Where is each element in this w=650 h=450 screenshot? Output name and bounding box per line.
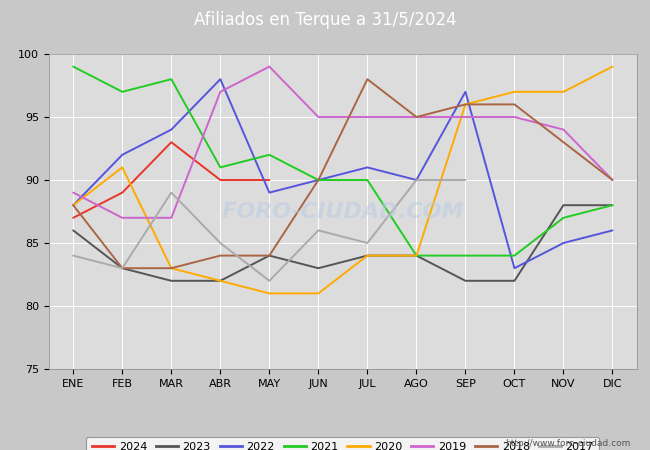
Legend: 2024, 2023, 2022, 2021, 2020, 2019, 2018, 2017: 2024, 2023, 2022, 2021, 2020, 2019, 2018… xyxy=(86,437,599,450)
Text: Afiliados en Terque a 31/5/2024: Afiliados en Terque a 31/5/2024 xyxy=(194,11,456,29)
Text: FORO-CIUDAD.COM: FORO-CIUDAD.COM xyxy=(222,202,464,221)
Text: http://www.foro-ciudad.com: http://www.foro-ciudad.com xyxy=(505,439,630,448)
